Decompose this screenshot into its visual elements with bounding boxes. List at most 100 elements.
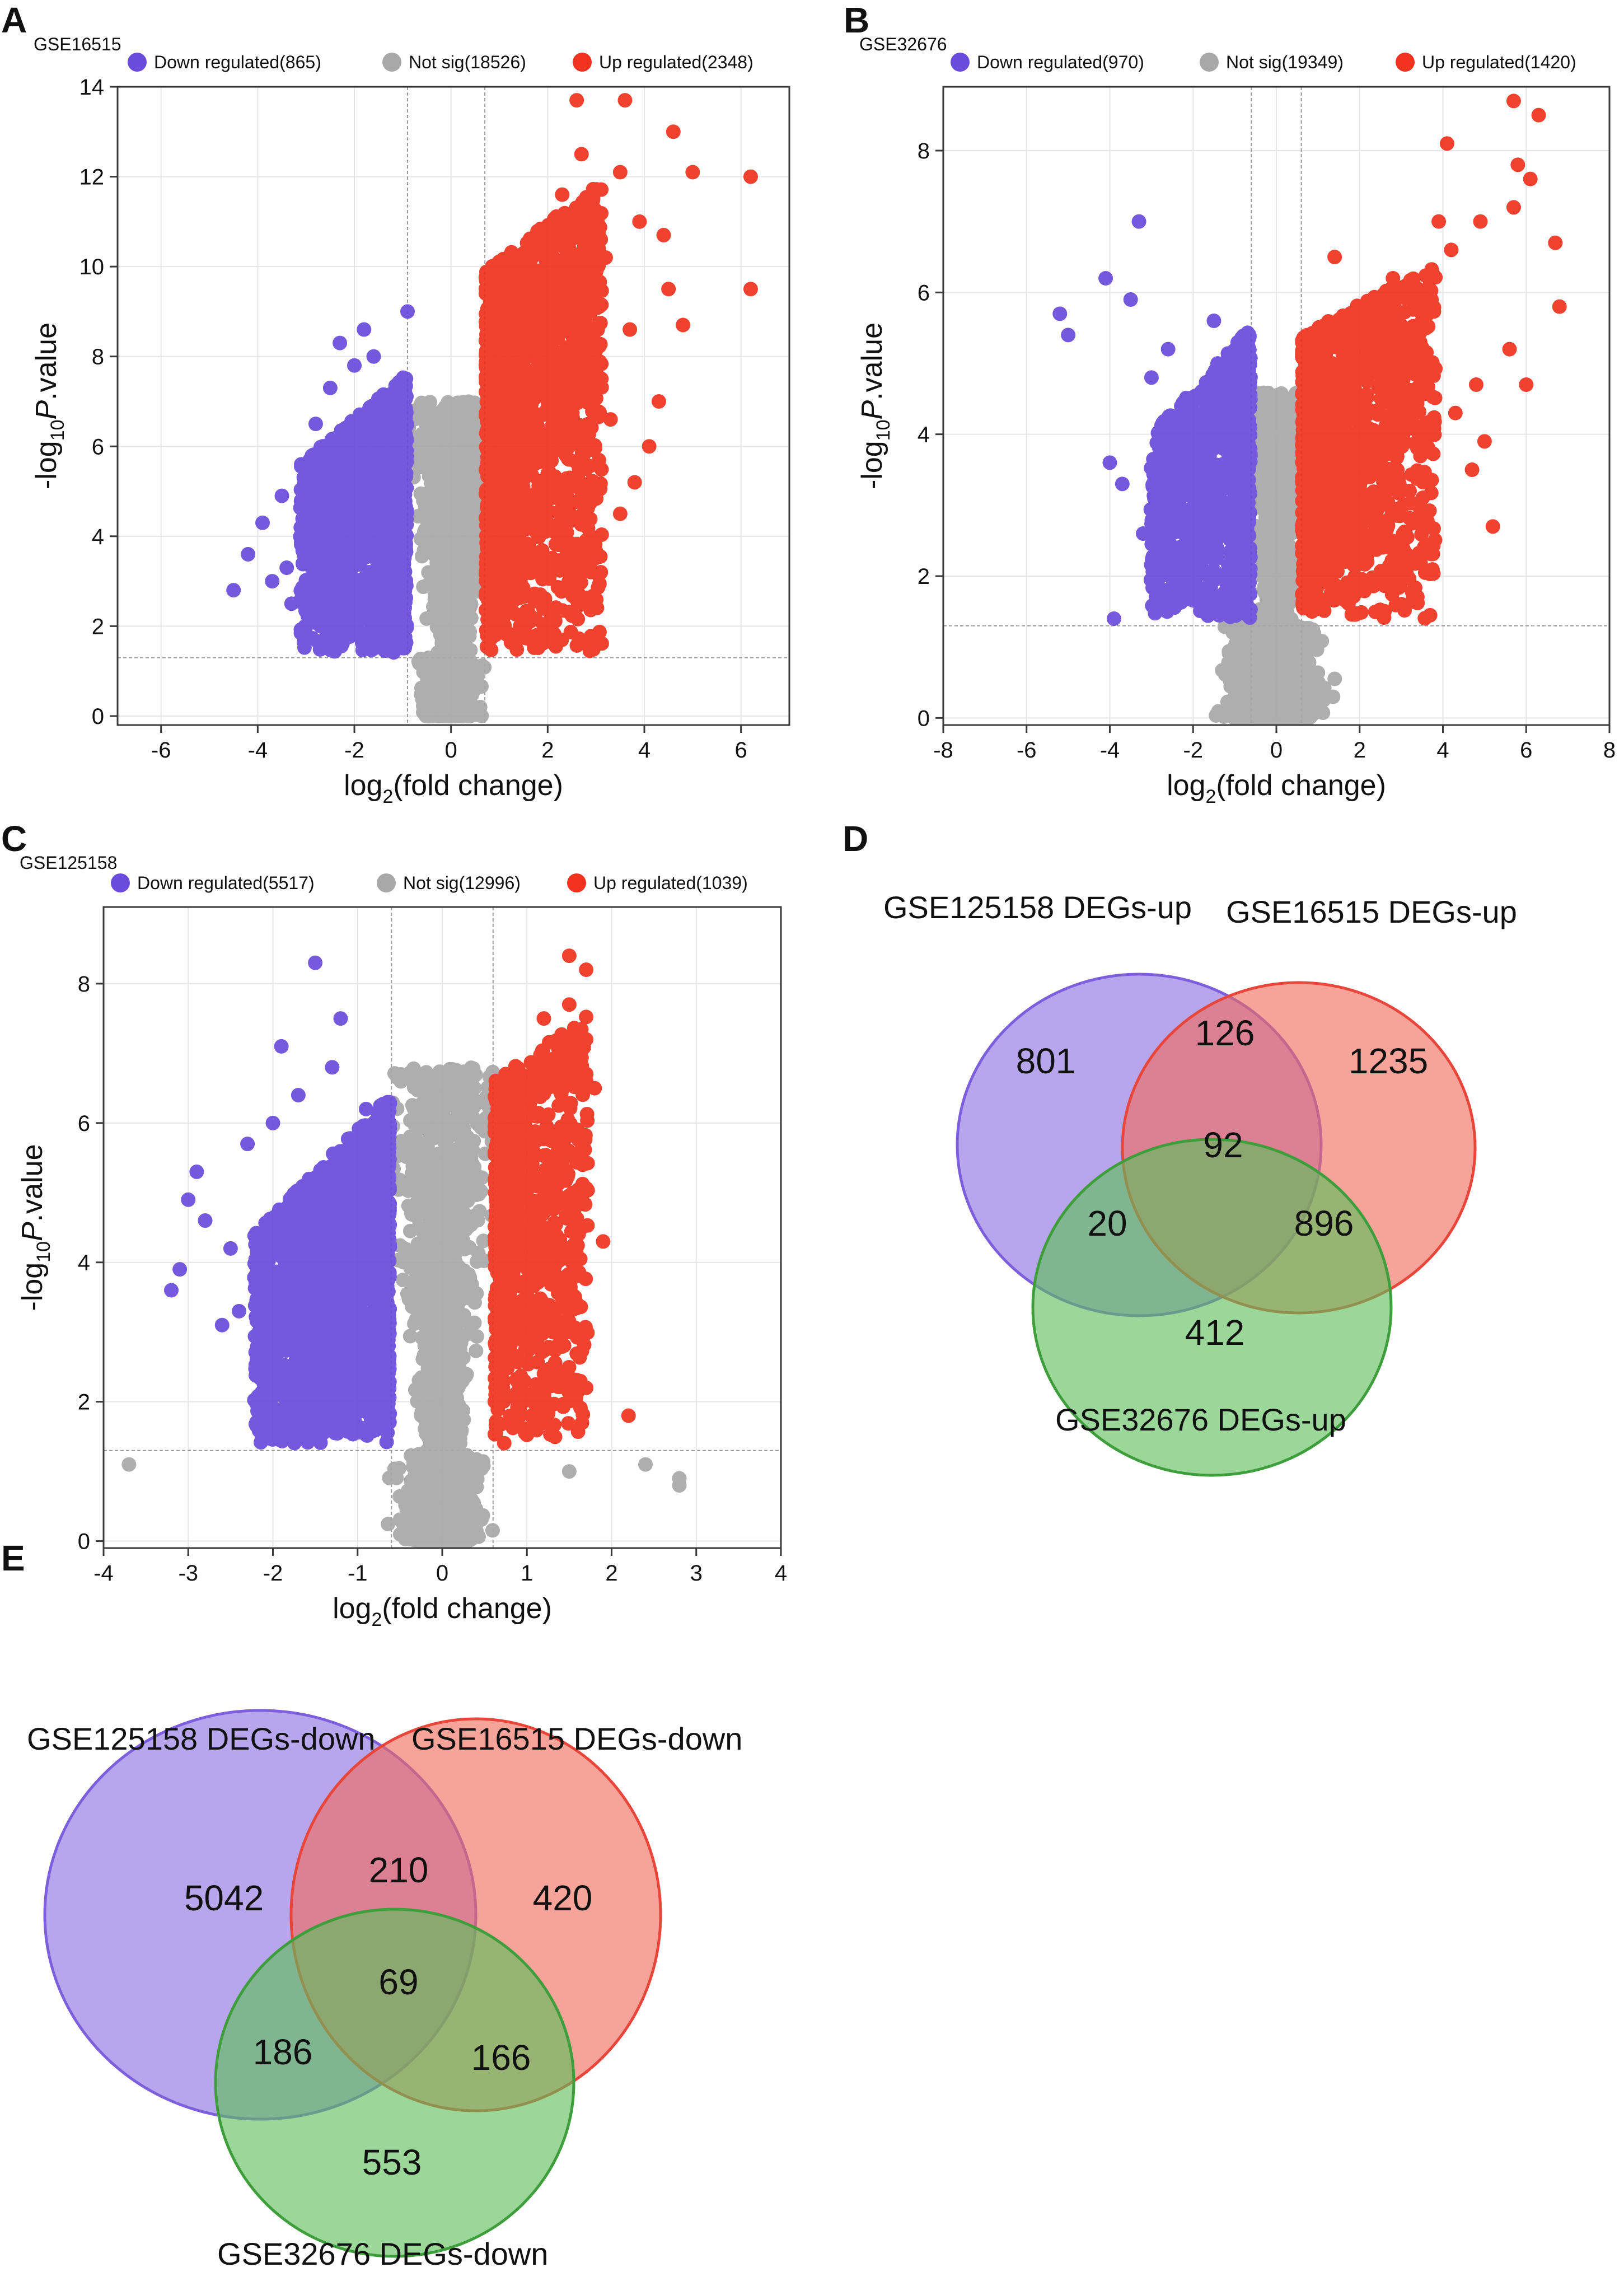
point-up: [508, 585, 523, 600]
legend-label-notsig: Not sig(18526): [409, 52, 526, 72]
point-down: [395, 575, 410, 590]
point-not-sig: [414, 460, 429, 475]
point-down: [351, 579, 366, 595]
legend-marker-up: [573, 53, 592, 72]
point-not-sig: [415, 429, 430, 444]
point-down: [322, 441, 338, 456]
point-down: [333, 564, 348, 579]
point-up: [518, 618, 533, 633]
point-down: [356, 412, 371, 427]
point-up: [549, 209, 564, 224]
point-down: [335, 479, 350, 494]
point-not-sig: [457, 538, 472, 553]
point-up: [484, 552, 499, 567]
point-up: [528, 288, 544, 303]
point-up-outlier: [612, 165, 628, 180]
x-axis-label: log2(fold change): [344, 769, 563, 807]
point-up: [536, 335, 551, 350]
point-down: [295, 511, 310, 526]
point-up-outlier: [642, 439, 657, 454]
point-up: [580, 563, 595, 578]
point-up: [504, 284, 519, 300]
point-up: [542, 624, 557, 639]
point-up: [533, 380, 548, 395]
point-not-sig: [428, 443, 443, 459]
point-up-outlier: [564, 551, 579, 566]
legend-marker-down: [951, 53, 970, 72]
point-up: [538, 522, 553, 537]
point-not-sig: [437, 511, 452, 526]
point-up-outlier: [598, 250, 613, 265]
point-up: [510, 466, 525, 481]
point-up-outlier: [651, 394, 666, 409]
point-up-outlier: [685, 165, 700, 180]
x-tick-label: -2: [344, 738, 364, 763]
point-up-outlier: [555, 187, 570, 202]
point-up: [491, 604, 506, 619]
point-down: [308, 576, 324, 591]
point-up: [481, 303, 496, 319]
point-not-sig: [413, 486, 428, 501]
point-up: [579, 348, 595, 363]
point-up: [504, 602, 519, 618]
point-down-outlier: [357, 322, 372, 337]
point-up-outlier: [521, 268, 536, 283]
point-down: [380, 615, 395, 630]
point-up: [572, 370, 587, 385]
point-up: [591, 231, 606, 246]
point-up: [569, 638, 584, 653]
point-down-outlier: [318, 637, 333, 652]
point-up: [528, 303, 543, 319]
point-up-outlier: [656, 227, 671, 242]
point-up: [582, 195, 597, 211]
point-up-outlier: [743, 282, 758, 297]
panel-letter: A: [1, 0, 27, 40]
point-down: [315, 594, 330, 609]
point-down: [394, 612, 409, 627]
point-up: [484, 630, 499, 646]
point-up: [525, 410, 540, 426]
point-up: [593, 549, 608, 564]
point-up: [519, 604, 534, 619]
point-down: [296, 555, 311, 571]
point-up-outlier: [540, 250, 555, 265]
point-up: [518, 246, 533, 261]
point-down-outlier: [322, 380, 338, 395]
point-down: [363, 424, 378, 440]
point-down: [390, 558, 405, 573]
y-tick-label: 6: [92, 434, 104, 459]
point-up: [561, 440, 576, 455]
point-not-sig: [462, 652, 477, 667]
point-down-outlier: [376, 394, 391, 409]
point-up-outlier: [743, 169, 758, 184]
point-up: [532, 454, 547, 469]
point-not-sig: [439, 641, 455, 656]
point-down: [338, 420, 353, 436]
point-up-outlier: [676, 317, 691, 333]
point-up: [487, 274, 502, 289]
point-up: [554, 632, 569, 647]
legend-marker-notsig: [1200, 53, 1219, 72]
y-tick-label: 2: [92, 614, 104, 639]
point-up-outlier: [623, 322, 638, 337]
point-up-outlier: [603, 412, 618, 427]
point-up: [498, 443, 513, 458]
point-up-outlier: [612, 506, 628, 521]
point-down: [366, 607, 381, 622]
point-up: [570, 599, 586, 614]
point-down: [380, 521, 395, 536]
point-down-outlier: [347, 358, 362, 373]
point-not-sig: [439, 411, 455, 426]
point-up: [582, 212, 597, 227]
point-down: [392, 455, 407, 470]
y-tick-label: 14: [79, 75, 105, 100]
point-up: [584, 474, 599, 489]
point-not-sig: [448, 501, 463, 516]
point-down: [363, 639, 378, 655]
point-up-outlier: [579, 461, 594, 476]
point-down: [341, 503, 357, 518]
point-up-outlier: [627, 475, 642, 490]
point-down-outlier: [226, 583, 241, 598]
